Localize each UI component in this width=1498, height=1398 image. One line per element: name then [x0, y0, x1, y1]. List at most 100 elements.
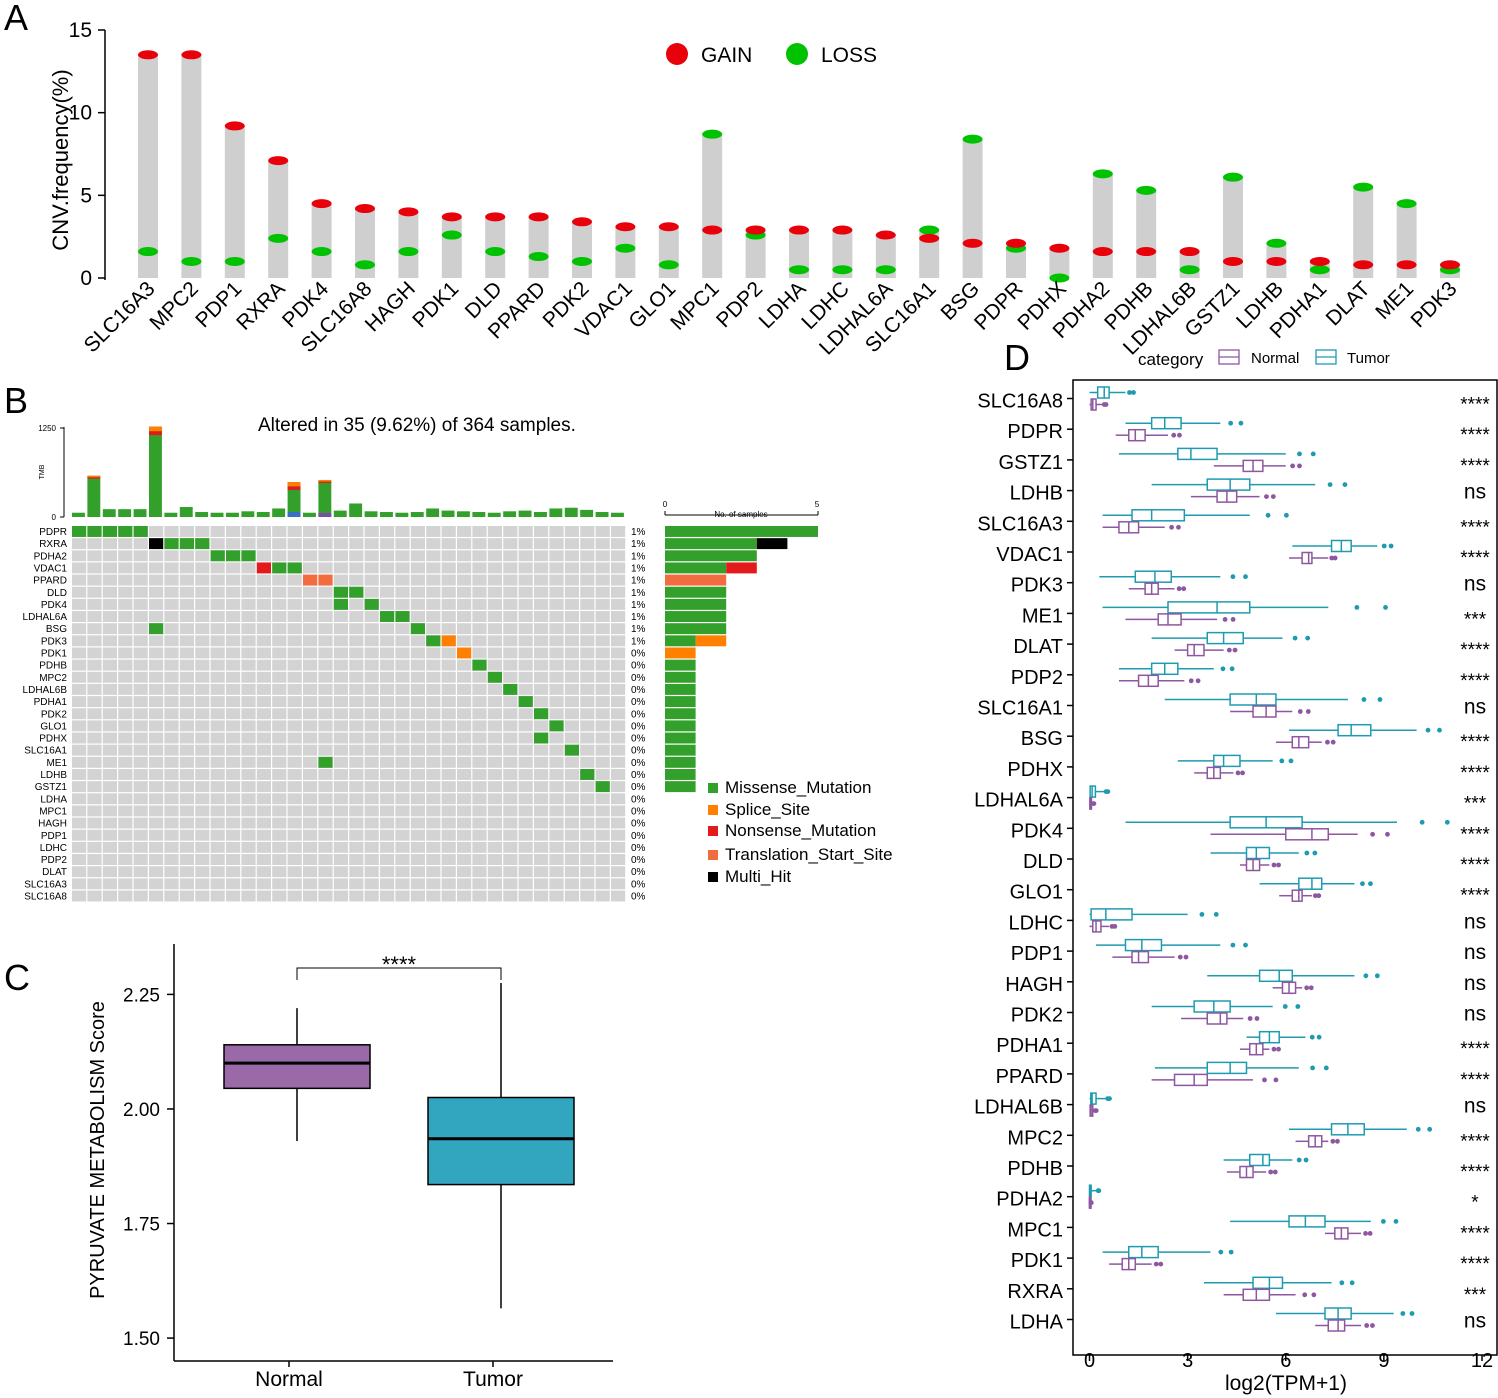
- legend-swatch: [708, 850, 718, 860]
- oncoplot-cell: [102, 866, 117, 878]
- oncoplot-cell: [210, 611, 225, 622]
- normal-outlier: [1226, 647, 1232, 653]
- oncoplot-cell: [503, 598, 518, 610]
- oncoplot-cell: [503, 538, 518, 550]
- significance-label: *: [1471, 1193, 1479, 1214]
- normal-outlier: [1363, 1231, 1368, 1236]
- oncoplot-cell: [287, 696, 302, 708]
- loss-point: [919, 225, 940, 235]
- oncoplot-cell: [364, 623, 379, 635]
- oncoplot-cell: [518, 732, 533, 744]
- oncoplot-cell: [333, 817, 348, 829]
- oncoplot-cell: [241, 562, 256, 574]
- oncoplot-cell: [179, 854, 194, 865]
- x-tick-label: Tumor: [463, 1368, 523, 1391]
- tumor-outlier: [1303, 1157, 1309, 1163]
- oncoplot-cell: [349, 635, 364, 647]
- gene-label: DLD: [1023, 851, 1063, 873]
- oncoplot-cell: [164, 574, 179, 586]
- oncoplot-cell: [333, 805, 348, 817]
- oncoplot-cell: [518, 866, 533, 878]
- oncoplot-cell: [380, 696, 395, 708]
- mutation-cell: [287, 562, 302, 574]
- mutation-cell: [118, 526, 133, 537]
- gene-row-label: DLD: [47, 588, 67, 599]
- oncoplot-cell: [241, 659, 256, 671]
- normal-outlier: [1171, 432, 1177, 438]
- oncoplot-cell: [318, 526, 333, 537]
- oncoplot-cell: [549, 817, 564, 829]
- gain-point: [962, 238, 983, 248]
- oncoplot-cell: [210, 671, 225, 683]
- gain-point: [1179, 247, 1200, 257]
- oncoplot-cell: [472, 598, 487, 610]
- normal-box: [1090, 398, 1097, 411]
- gene-percent-label: 0%: [631, 649, 646, 660]
- oncoplot-cell: [318, 793, 333, 805]
- gene-row-label: LDHB: [40, 770, 67, 781]
- tmb-bar: [256, 512, 270, 517]
- oncoplot-cell: [226, 829, 241, 841]
- oncoplot-cell: [210, 781, 225, 793]
- gain-point: [572, 217, 592, 227]
- oncoplot-cell: [518, 647, 533, 659]
- significance-label: ***: [1464, 609, 1487, 630]
- oncoplot-cell: [441, 647, 456, 659]
- oncoplot-cell: [441, 769, 456, 780]
- oncoplot-cell: [395, 538, 410, 550]
- gene-label: LDHB: [1010, 483, 1063, 505]
- oncoplot-cell: [487, 781, 502, 793]
- legend-swatch: [708, 783, 718, 793]
- normal-outlier: [1240, 770, 1245, 776]
- gene-row: PDK1 ****: [1011, 1245, 1490, 1275]
- oncoplot-cell: [133, 647, 148, 659]
- sample-count-bar: [665, 562, 727, 574]
- oncoplot-cell: [595, 574, 610, 586]
- oncoplot-cell: [518, 854, 533, 865]
- gene-row: GSTZ1 ****: [999, 447, 1490, 477]
- oncoplot-cell: [595, 611, 610, 622]
- gene-row-label: PDHB: [39, 661, 67, 672]
- oncoplot-cell: [395, 866, 410, 878]
- oncoplot-cell: [272, 586, 287, 598]
- oncoplot-cell: [472, 671, 487, 683]
- oncoplot-cell: [149, 756, 164, 768]
- oncoplot-cell: [518, 623, 533, 635]
- oncoplot-cell: [564, 769, 579, 780]
- oncoplot-cell: [226, 574, 241, 586]
- gene-label: PDPR: [1007, 421, 1063, 443]
- oncoplot-cell: [287, 878, 302, 890]
- oncoplot-cell: [595, 538, 610, 550]
- gene-row: GLO1 ****: [1010, 877, 1490, 907]
- oncoplot-cell: [564, 538, 579, 550]
- oncoplot-cell: [549, 854, 564, 865]
- loss-point: [181, 256, 202, 266]
- oncoplot-cell: [256, 611, 271, 622]
- oncoplot-cell: [564, 878, 579, 890]
- oncoplot-cell: [580, 708, 595, 720]
- oncoplot-cell: [518, 574, 533, 586]
- oncoplot-cell: [564, 793, 579, 805]
- oncoplot-cell: [226, 769, 241, 780]
- tumor-outlier: [1360, 881, 1365, 887]
- oncoplot-cell: [410, 696, 425, 708]
- oncoplot-cell: [133, 769, 148, 780]
- normal-outlier: [1305, 709, 1311, 714]
- mutation-cell: [410, 623, 425, 635]
- oncoplot-cell: [564, 683, 579, 695]
- oncoplot-cell: [164, 866, 179, 878]
- oncoplot-cell: [318, 744, 333, 756]
- oncoplot-cell: [118, 550, 133, 562]
- oncoplot-cell: [395, 732, 410, 744]
- oncoplot-cell: [611, 854, 626, 865]
- gene-percent-label: 0%: [631, 806, 646, 817]
- oncoplot-cell: [303, 635, 318, 647]
- mutation-cell: [149, 623, 164, 635]
- oncoplot-cell: [364, 611, 379, 622]
- tumor-outlier: [1377, 697, 1383, 702]
- oncoplot-cell: [179, 841, 194, 853]
- gain-point: [745, 225, 766, 235]
- oncoplot-cell: [534, 793, 549, 805]
- oncoplot-cell: [518, 598, 533, 610]
- loss-point: [1353, 182, 1374, 192]
